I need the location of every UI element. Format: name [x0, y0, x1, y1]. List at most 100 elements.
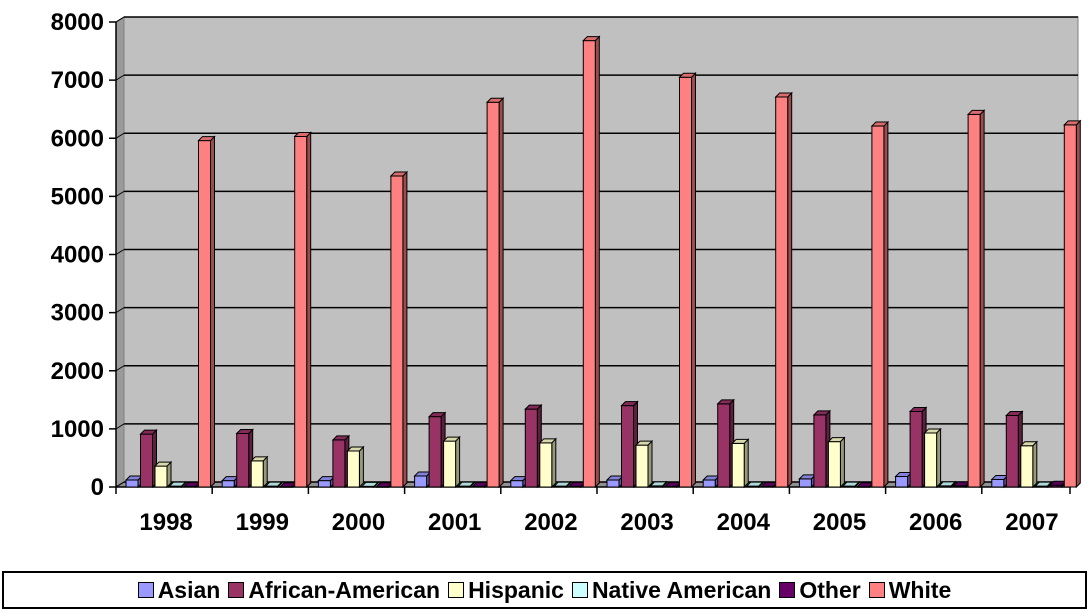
bar-african-american-1998-top: [139, 429, 158, 435]
x-tick-label-2000: 2000: [332, 509, 385, 536]
bar-white-2005-top: [870, 121, 890, 127]
bar-white-2005: [871, 125, 885, 488]
y-tick-label: 2000: [51, 358, 104, 385]
x-tick-label-2007: 2007: [1005, 509, 1058, 536]
gridline-depth: [115, 249, 125, 255]
bar-asian-2004: [702, 479, 716, 488]
bar-african-american-2007-top: [1005, 411, 1024, 417]
gridline-depth: [115, 74, 125, 81]
bar-asian-1999: [221, 480, 235, 488]
gridline-depth: [115, 16, 125, 23]
legend-swatch: [779, 582, 796, 598]
legend-item-other: Other: [779, 577, 861, 604]
gridline-depth: [115, 365, 125, 372]
bar-hispanic-2006-top: [923, 428, 942, 434]
bar-african-american-2003: [621, 405, 634, 488]
bar-hispanic-2000: [346, 450, 360, 488]
bar-white-2003-top: [678, 72, 697, 78]
bar-african-american-1999-top: [235, 429, 254, 435]
bar-hispanic-1999-side: [262, 455, 268, 489]
bar-native-american-2001-top: [456, 481, 476, 487]
bar-white-1998-top: [197, 136, 216, 142]
bar-hispanic-2005-top: [827, 437, 846, 443]
gridline-depth: [115, 190, 125, 197]
legend-label: Asian: [157, 576, 221, 603]
bar-white-2007: [1063, 124, 1077, 488]
bar-white-2006: [967, 113, 981, 488]
bar-african-american-2001: [428, 416, 442, 488]
x-tick-label-1998: 1998: [139, 509, 192, 536]
bar-hispanic-2001: [443, 440, 457, 488]
bar-white-2001-top: [485, 97, 505, 103]
legend-swatch: [868, 582, 885, 598]
bar-asian-1998: [125, 479, 139, 488]
bar-native-american-2002-top: [553, 481, 572, 487]
bar-hispanic-2000-side: [358, 445, 364, 489]
bar-white-2005-side: [883, 120, 889, 489]
y-tick-label: 3000: [51, 300, 104, 327]
bar-white-1999: [294, 136, 308, 488]
x-tick-label-1999: 1999: [236, 509, 289, 536]
bar-native-american-1998-top: [168, 481, 187, 487]
bar-african-american-2006: [909, 410, 923, 488]
bar-hispanic-2005: [827, 441, 841, 488]
gridline-depth: [115, 423, 125, 430]
bar-white-1998: [198, 140, 211, 488]
bar-african-american-2007: [1005, 415, 1019, 488]
y-tick-label: 7000: [51, 67, 104, 94]
bar-hispanic-2007-top: [1019, 441, 1039, 447]
bar-hispanic-2005-side: [839, 436, 845, 489]
bar-white-2001: [486, 101, 500, 488]
bar-hispanic-2007: [1020, 445, 1034, 488]
bar-african-american-1999: [236, 433, 250, 488]
bar-hispanic-2006-side: [936, 427, 942, 489]
legend-label: Native American: [591, 576, 772, 603]
bar-white-2002-side: [594, 35, 600, 489]
bar-white-2004-side: [787, 91, 793, 489]
x-tick-label-2004: 2004: [717, 509, 771, 536]
legend-swatch: [228, 582, 245, 598]
bar-african-american-2000: [332, 439, 346, 488]
bar-hispanic-2006: [924, 432, 938, 488]
bar-white-2007-side: [1075, 119, 1081, 489]
bar-african-american-2002: [524, 408, 538, 488]
bar-white-1998-side: [210, 135, 215, 489]
bar-african-american-2001-top: [427, 412, 447, 418]
bar-african-american-2005: [813, 414, 827, 488]
gridline-depth: [115, 132, 125, 139]
bar-native-american-2007-top: [1034, 481, 1053, 487]
bar-white-1999-side: [306, 131, 312, 489]
legend-swatch: [448, 582, 465, 598]
bar-hispanic-2004-side: [743, 438, 749, 489]
y-tick-label: 8000: [51, 9, 104, 36]
bar-white-2000-top: [389, 171, 409, 177]
bar-native-american-2003-top: [649, 481, 668, 487]
bar-african-american-2006-top: [908, 406, 928, 412]
bar-white-2003: [679, 76, 692, 488]
bar-native-american-2004-top: [745, 481, 764, 487]
bar-hispanic-1999-top: [249, 456, 269, 462]
x-tick-label-2001: 2001: [428, 509, 481, 536]
legend-swatch: [137, 582, 154, 598]
bar-asian-2003: [606, 479, 620, 488]
bar-white-1999-top: [293, 132, 312, 138]
bar-asian-2006: [895, 476, 909, 488]
x-tick-label-2006: 2006: [909, 509, 962, 536]
legend-swatch: [571, 582, 588, 598]
legend-label: White: [888, 576, 952, 603]
bar-african-american-2000-top: [331, 435, 351, 441]
y-tick-label: 6000: [51, 125, 104, 152]
legend-item-african-american: African-American: [228, 577, 440, 604]
bar-white-2000-side: [402, 170, 408, 489]
gridline-depth: [115, 481, 125, 488]
bar-native-american-2005-top: [841, 481, 861, 487]
bar-white-2002-top: [582, 36, 601, 42]
legend-label: Hispanic: [468, 576, 564, 603]
bar-hispanic-2003-top: [634, 440, 654, 446]
x-tick-label-2005: 2005: [813, 509, 866, 536]
bar-white-2006-top: [966, 109, 986, 115]
y-tick-label: 4000: [51, 242, 104, 269]
bar-hispanic-1999: [250, 460, 264, 488]
bar-white-2003-side: [691, 72, 696, 489]
